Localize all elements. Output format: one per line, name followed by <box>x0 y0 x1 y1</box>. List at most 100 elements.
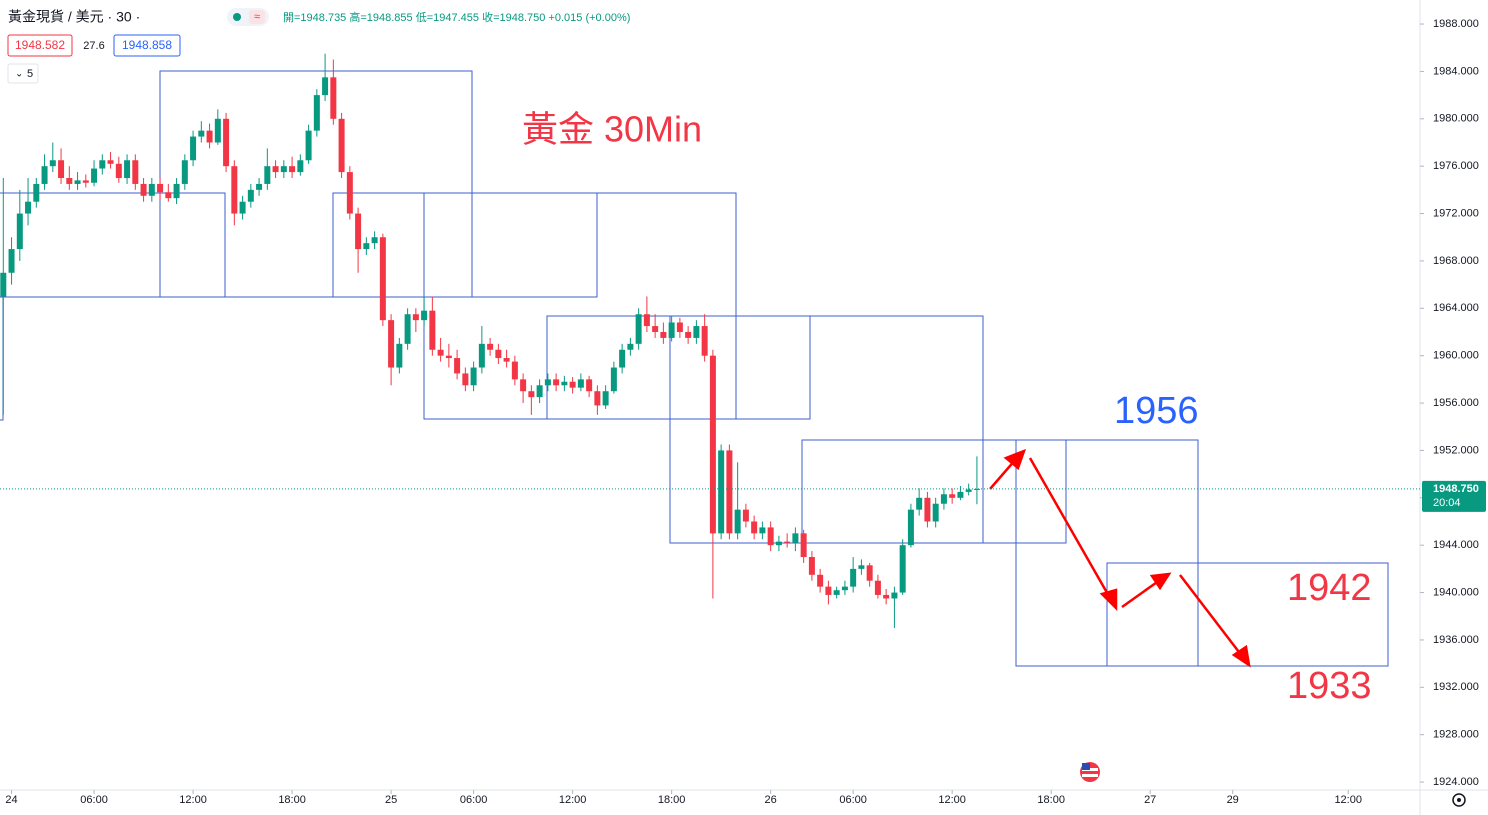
candle-body <box>957 491 964 498</box>
y-tick-label: 1960.000 <box>1433 350 1479 362</box>
candle-body <box>206 130 213 143</box>
countdown: 20:04 <box>1433 497 1461 509</box>
candle-body <box>528 391 535 398</box>
candle-body <box>124 160 131 179</box>
candle-body <box>709 355 716 534</box>
flag-icon <box>1080 762 1100 782</box>
status-pill[interactable]: ≈ <box>227 8 269 26</box>
candle-body <box>454 358 461 374</box>
last-price-box <box>1422 480 1486 512</box>
candle-body <box>544 379 551 386</box>
candle-body <box>973 488 980 490</box>
candle-body <box>462 373 469 386</box>
candle-body <box>25 201 32 214</box>
x-tick-label: 27 <box>1144 794 1156 806</box>
ohlc-info: 開=1948.735 高=1948.855 低=1947.455 收=1948.… <box>283 10 630 24</box>
candle-body <box>421 310 428 321</box>
candle-body <box>49 160 56 167</box>
y-tick-label: 1940.000 <box>1433 586 1479 598</box>
candle-body <box>140 183 147 196</box>
candle-body <box>280 166 287 173</box>
annotation: 黃金 30Min <box>522 109 702 150</box>
candle-body <box>346 172 353 214</box>
candle-body <box>594 391 601 406</box>
x-tick-label: 29 <box>1227 794 1239 806</box>
candle-body <box>363 243 370 250</box>
settings-icon[interactable] <box>1452 793 1466 807</box>
candle-body <box>536 385 543 398</box>
candle-body <box>379 237 386 321</box>
candle-body <box>503 358 510 362</box>
candle-body <box>800 533 807 558</box>
y-tick-label: 1924.000 <box>1433 776 1479 788</box>
candle-body <box>627 343 634 350</box>
candle-body <box>635 314 642 344</box>
candle-body <box>561 381 568 386</box>
candle-body <box>850 568 857 587</box>
candle-body <box>891 592 898 599</box>
candle-body <box>660 331 667 338</box>
candle-body <box>808 557 815 575</box>
candle-body <box>264 166 271 184</box>
candle-body <box>297 160 304 173</box>
candle-body <box>371 237 378 244</box>
candle-body <box>718 450 725 534</box>
candle-body <box>272 166 279 173</box>
arrow-head <box>1003 448 1027 471</box>
candle-body <box>883 594 890 599</box>
y-tick-label: 1984.000 <box>1433 65 1479 77</box>
box <box>801 439 1067 544</box>
y-tick-label: 1976.000 <box>1433 160 1479 172</box>
y-tick-label: 1932.000 <box>1433 681 1479 693</box>
chevron: ⌄ <box>15 69 23 80</box>
candle-body <box>429 310 436 350</box>
candle-body <box>569 381 576 388</box>
y-tick-label: 1988.000 <box>1433 18 1479 30</box>
candle-body <box>825 586 832 595</box>
box <box>1106 562 1389 667</box>
y-tick-label: 1980.000 <box>1433 113 1479 125</box>
candle-body <box>759 527 766 534</box>
candle-body <box>247 189 254 202</box>
sell-button[interactable] <box>7 34 73 57</box>
candle-body <box>239 201 246 214</box>
candle-body <box>916 497 923 510</box>
candle-body <box>396 343 403 368</box>
candle-body <box>858 565 865 569</box>
candle-body <box>66 178 73 184</box>
candle-body <box>817 574 824 587</box>
candle-body <box>445 355 452 359</box>
candle-body <box>181 160 188 184</box>
candle-body <box>470 367 477 386</box>
arrow <box>1179 574 1243 657</box>
candle-body <box>602 391 609 406</box>
candle-body <box>949 494 956 498</box>
arrow-head <box>1149 572 1172 591</box>
candle-body <box>619 349 626 368</box>
y-tick-label: 1968.000 <box>1433 255 1479 267</box>
candle-body <box>874 580 881 595</box>
candle-body <box>866 565 873 581</box>
candle-body <box>82 180 89 183</box>
candle-body <box>907 509 914 546</box>
x-tick-label: 12:00 <box>559 794 587 806</box>
candle-body <box>99 160 106 169</box>
x-tick-label: 18:00 <box>658 794 686 806</box>
candle-body <box>330 77 337 119</box>
candle-body <box>313 95 320 131</box>
box <box>0 192 226 298</box>
candle-body <box>610 367 617 392</box>
arrows <box>989 448 1251 668</box>
symbol-title: 黃金現貨 / 美元 · 30 · <box>8 9 140 25</box>
x-tick-label: 24 <box>5 794 17 806</box>
candle-body <box>8 249 15 273</box>
x-tick-label: 12:00 <box>179 794 207 806</box>
candle-body <box>231 166 238 214</box>
candle-body <box>289 166 296 173</box>
indicator-toggle[interactable] <box>7 63 39 84</box>
arrow <box>1121 578 1161 609</box>
y-tick-label: 1928.000 <box>1433 729 1479 741</box>
buy-button[interactable] <box>113 34 181 57</box>
candle-body <box>165 192 172 199</box>
candle-body <box>412 314 419 321</box>
